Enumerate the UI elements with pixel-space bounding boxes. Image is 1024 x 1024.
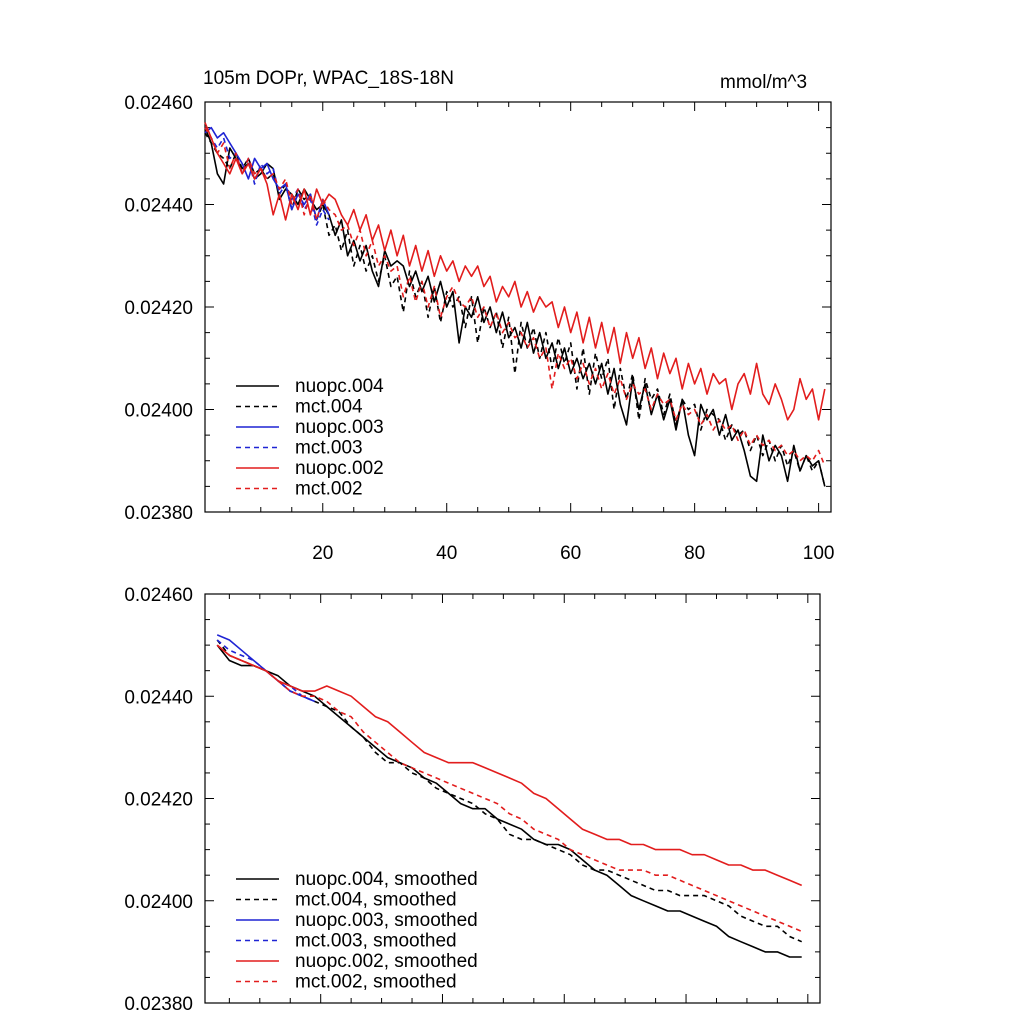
x-tick-label: 40 [436, 543, 457, 564]
legend-label: mct.002 [295, 479, 363, 500]
x-tick-label: 100 [803, 543, 835, 564]
legend-label: mct.004, smoothed [295, 890, 457, 911]
legend-label: mct.003, smoothed [295, 931, 457, 952]
y-tick-label: 0.02400 [124, 892, 193, 913]
series-line-nuopc-002-smoothed [216, 644, 803, 887]
legend-label: mct.003 [295, 438, 363, 459]
series-line-mct-003 [204, 127, 330, 226]
panel-1: 0.02380 0.02400 0.02420 0.02440 0.02460 20 40 6… [124, 93, 834, 564]
legend-label: nuopc.002, smoothed [295, 951, 478, 972]
legend: nuopc.004mct.004nuopc.003mct.003nuopc.00… [236, 376, 384, 500]
series-line-nuopc-002 [204, 122, 826, 421]
y-tick-label: 0.02460 [124, 585, 193, 606]
series-line-nuopc-003 [204, 126, 330, 221]
legend-label: nuopc.003, smoothed [295, 910, 478, 931]
legend-label: nuopc.002 [295, 458, 384, 479]
y-tick-label: 0.02420 [124, 298, 193, 319]
series-line-mct-002-smoothed [216, 644, 803, 933]
y-tick-label: 0.02440 [124, 196, 193, 217]
y-tick-label: 0.02400 [124, 401, 193, 422]
legend-label: mct.002, smoothed [295, 972, 457, 993]
units-label: mmol/m^3 [720, 72, 808, 93]
legend-label: nuopc.004 [295, 376, 384, 397]
y-tick-label: 0.02380 [124, 503, 193, 524]
y-tick-label: 0.02440 [124, 687, 193, 708]
y-tick-label: 0.02460 [124, 93, 193, 114]
x-tick-label: 80 [684, 543, 705, 564]
x-tick-label: 60 [560, 543, 581, 564]
x-tick-label: 20 [312, 543, 333, 564]
series-line-mct-002 [204, 127, 826, 467]
panel-2: 0.02380 0.02400 0.02420 0.02440 0.02460 nuopc… [124, 585, 821, 1015]
legend-label: mct.004 [295, 397, 363, 418]
y-tick-label: 0.02380 [124, 994, 193, 1015]
series-line-mct-004 [204, 132, 826, 487]
chart-title: 105m DOPr, WPAC_18S-18N [203, 68, 454, 89]
legend-label: nuopc.004, smoothed [295, 869, 478, 890]
y-tick-label: 0.02420 [124, 790, 193, 811]
series-line-nuopc-003-smoothed [216, 634, 315, 703]
legend-label: nuopc.003 [295, 417, 384, 438]
